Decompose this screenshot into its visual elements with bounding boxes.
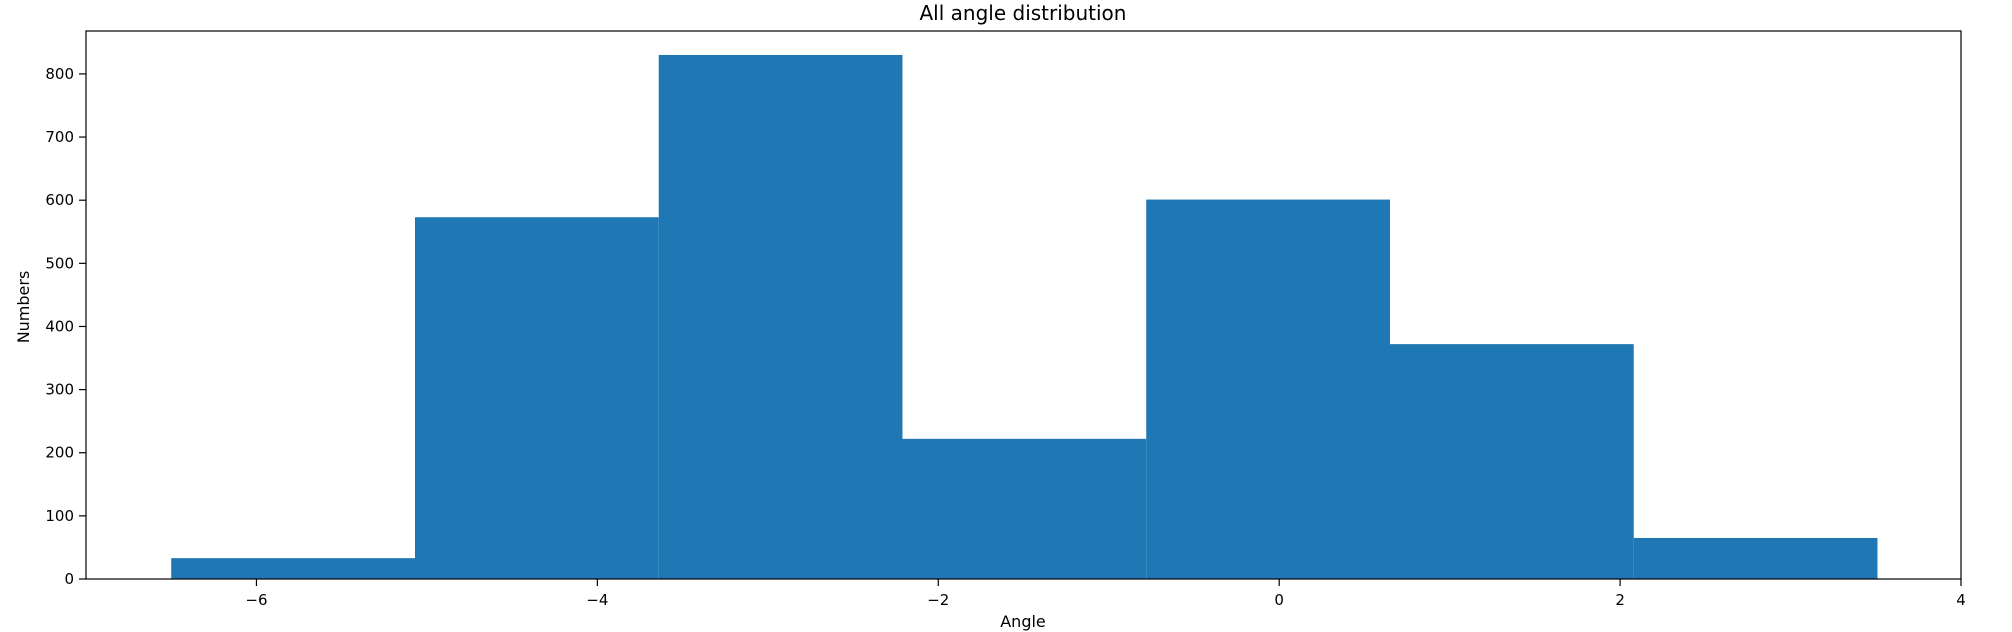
- y-tick-label: 300: [45, 381, 74, 399]
- plot-frame: [85, 30, 1962, 580]
- y-tick-label: 700: [45, 128, 74, 146]
- y-tick-label: 800: [45, 65, 74, 83]
- y-tick-label: 200: [45, 444, 74, 462]
- histogram-bar: [658, 54, 903, 579]
- histogram-bar: [902, 438, 1147, 579]
- x-tick-label: 4: [1956, 591, 1966, 609]
- x-tick-label: 2: [1615, 591, 1625, 609]
- y-tick-label: 400: [45, 317, 74, 335]
- histogram-bar: [171, 558, 415, 579]
- x-tick-label: 0: [1274, 591, 1284, 609]
- histogram-bar: [414, 217, 659, 579]
- x-tick-label: −6: [245, 591, 267, 609]
- chart-title: All angle distribution: [920, 1, 1127, 25]
- y-tick-label: 500: [45, 254, 74, 272]
- bars-group: [171, 54, 1878, 579]
- histogram-bar: [1389, 344, 1634, 579]
- y-tick-label: 0: [64, 570, 74, 588]
- x-tick-label: −4: [586, 591, 608, 609]
- x-axis-ticks: −6 −4 −2 0 2 4: [245, 579, 1966, 609]
- x-tick-label: −2: [927, 591, 949, 609]
- x-axis-label: Angle: [1000, 612, 1046, 631]
- y-tick-label: 600: [45, 191, 74, 209]
- y-tick-label: 100: [45, 507, 74, 525]
- y-axis-label: Numbers: [14, 271, 33, 344]
- histogram-bar: [1146, 199, 1390, 579]
- histogram-bar: [1633, 537, 1878, 579]
- y-axis-ticks: 0 100 200 300 400 500 600 700 800: [45, 65, 86, 588]
